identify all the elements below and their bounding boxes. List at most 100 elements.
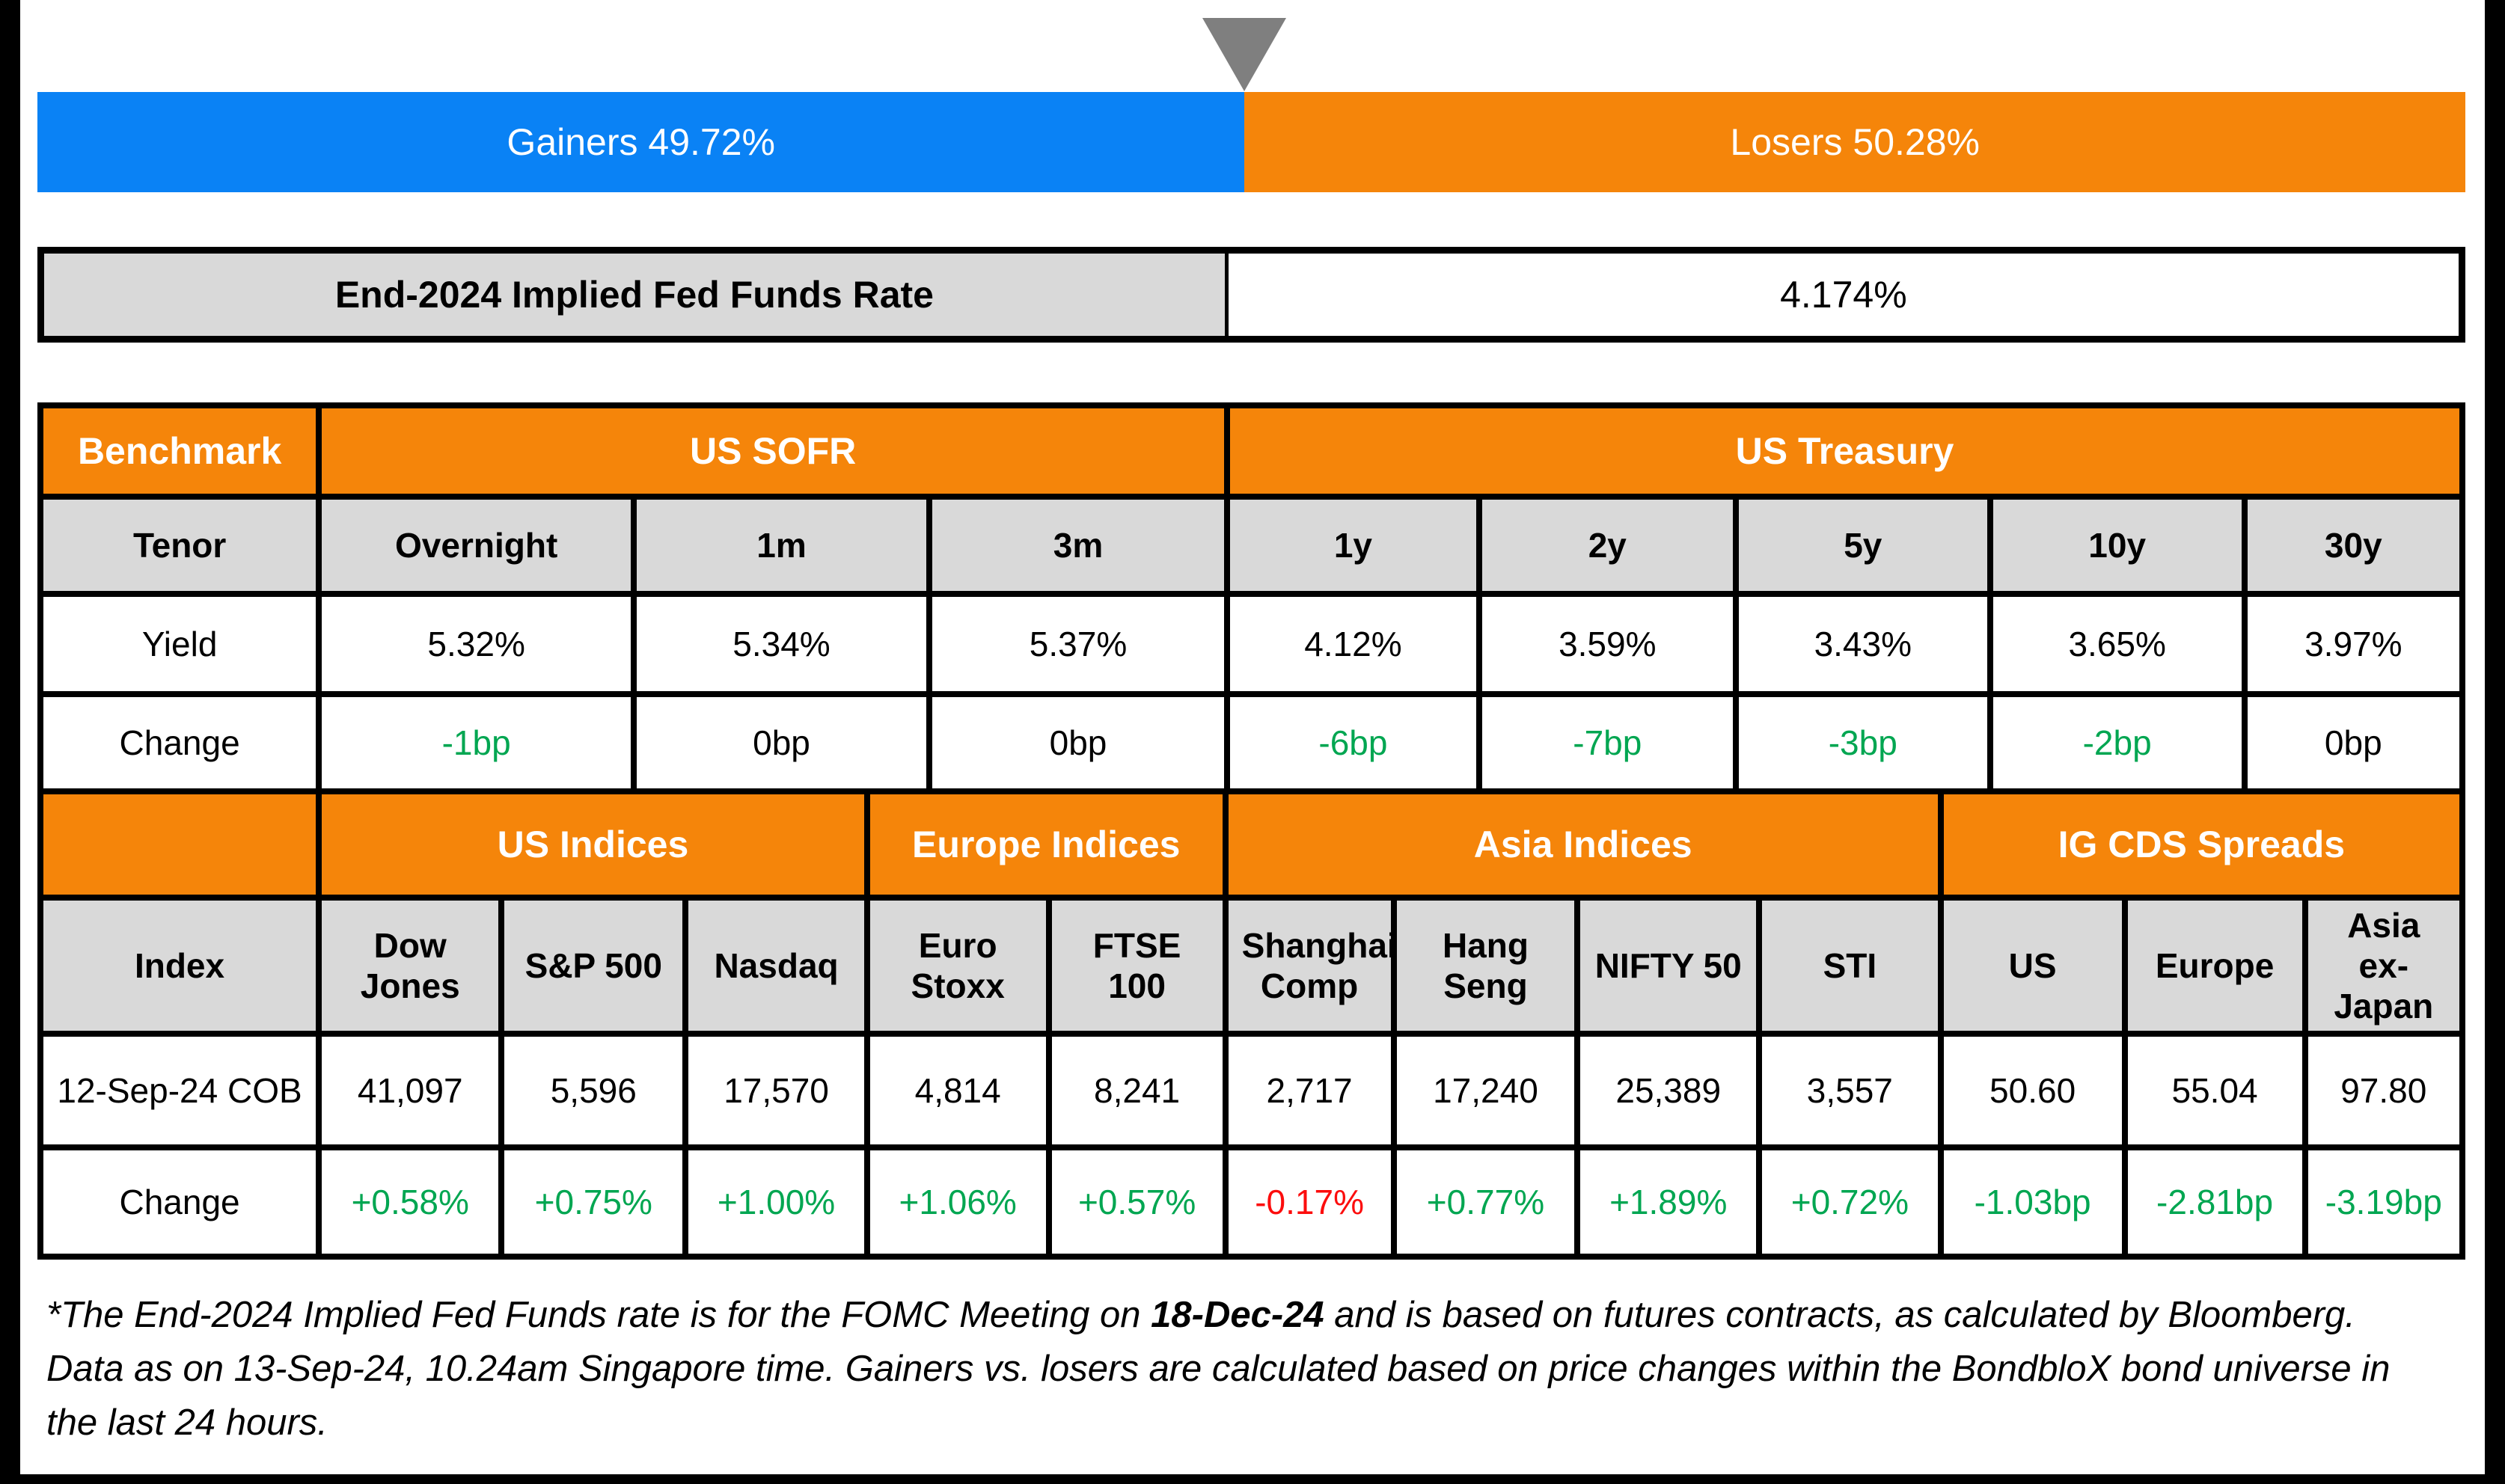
index-row-label: Index [37, 895, 322, 1037]
index-name-cell: Nasdaq [682, 895, 870, 1037]
group-header-us-indices: US Indices [316, 788, 870, 901]
gainers-segment: Gainers 49.72% [37, 92, 1245, 192]
yield-cell: 5.34% [631, 591, 932, 697]
close-value-cell: 97.80 [2301, 1031, 2466, 1150]
change-cell: -0.17% [1222, 1144, 1397, 1260]
footnote-text: *The End-2024 Implied Fed Funds rate is … [46, 1288, 2414, 1450]
yield-cell: 3.65% [1986, 591, 2248, 697]
close-value-cell: 5,596 [498, 1031, 689, 1150]
yield-cell: 3.97% [2241, 591, 2466, 697]
page-border-bottom [0, 1474, 2505, 1484]
indices-corner-cell [37, 788, 322, 901]
change-cell: +0.72% [1756, 1144, 1944, 1260]
tenor-cell: Overnight [316, 494, 637, 597]
yield-row: Yield 5.32% 5.34% 5.37% 4.12% 3.59% 3.43… [37, 591, 2466, 697]
gainers-losers-bar: Gainers 49.72% Losers 50.28% [37, 92, 2465, 192]
close-row-label: 12-Sep-24 COB [37, 1031, 322, 1150]
indices-table: US Indices Europe Indices Asia Indices I… [37, 788, 2466, 1260]
change-cell: -1bp [316, 691, 637, 794]
tenor-cell: 1m [631, 494, 932, 597]
close-value-cell: 41,097 [316, 1031, 505, 1150]
change-cell: -3.19bp [2301, 1144, 2466, 1260]
close-value-cell: 2,717 [1222, 1031, 1397, 1150]
index-name-cell: S&P 500 [498, 895, 689, 1037]
index-name-cell: US [1937, 895, 2128, 1037]
losers-label: Losers 50.28% [1730, 121, 1980, 163]
close-value-row: 12-Sep-24 COB 41,097 5,596 17,570 4,814 … [37, 1031, 2466, 1150]
losers-segment: Losers 50.28% [1244, 92, 2465, 192]
indices-change-row: Change +0.58% +0.75% +1.00% +1.06% +0.57… [37, 1144, 2466, 1260]
index-name-cell: Europe [2121, 895, 2308, 1037]
close-value-cell: 55.04 [2121, 1031, 2308, 1150]
yield-cell: 3.43% [1732, 591, 1993, 697]
tenor-cell: 10y [1986, 494, 2248, 597]
group-header-asia-indices: Asia Indices [1222, 788, 1944, 901]
split-pointer-triangle-icon [1202, 18, 1287, 91]
change-cell: +0.58% [316, 1144, 505, 1260]
change-cell: -1.03bp [1937, 1144, 2128, 1260]
data-tables: Benchmark US SOFR US Treasury Tenor Over… [37, 402, 2466, 1260]
index-name-cell: NIFTY 50 [1574, 895, 1763, 1037]
index-name-cell: Asia ex-Japan [2301, 895, 2466, 1037]
close-value-cell: 17,570 [682, 1031, 870, 1150]
index-name-cell: Dow Jones [316, 895, 505, 1037]
change-cell: -3bp [1732, 691, 1993, 794]
close-value-cell: 50.60 [1937, 1031, 2128, 1150]
change-cell: -2bp [1986, 691, 2248, 794]
change-cell: +1.06% [863, 1144, 1052, 1260]
indices-header-row: US Indices Europe Indices Asia Indices I… [37, 788, 2466, 901]
index-name-cell: STI [1756, 895, 1944, 1037]
fed-funds-strip: End-2024 Implied Fed Funds Rate 4.174% [37, 247, 2465, 343]
change-row-label: Change [37, 691, 322, 794]
group-header-ig-cds-spreads: IG CDS Spreads [1937, 788, 2466, 901]
change-cell: +1.89% [1574, 1144, 1763, 1260]
footnote-part1: *The End-2024 Implied Fed Funds rate is … [46, 1295, 1151, 1335]
close-value-cell: 4,814 [863, 1031, 1052, 1150]
page-border-left [0, 0, 20, 1484]
tenor-cell: 2y [1475, 494, 1739, 597]
gainers-label: Gainers 49.72% [507, 121, 775, 163]
tenor-cell: 3m [926, 494, 1231, 597]
tenor-cell: 5y [1732, 494, 1993, 597]
group-header-us-sofr: US SOFR [316, 402, 1231, 500]
index-name-cell: Shanghai Comp [1222, 895, 1397, 1037]
change-cell: 0bp [2241, 691, 2466, 794]
yield-cell: 3.59% [1475, 591, 1739, 697]
change-cell: 0bp [926, 691, 1231, 794]
index-name-cell: Hang Seng [1390, 895, 1581, 1037]
benchmark-table: Benchmark US SOFR US Treasury Tenor Over… [37, 402, 2466, 794]
tenor-cell: 1y [1224, 494, 1482, 597]
tenor-row-label: Tenor [37, 494, 322, 597]
group-header-europe-indices: Europe Indices [863, 788, 1229, 901]
change-row-label: Change [37, 1144, 322, 1260]
index-name-cell: FTSE 100 [1045, 895, 1229, 1037]
close-value-cell: 17,240 [1390, 1031, 1581, 1150]
close-value-cell: 25,389 [1574, 1031, 1763, 1150]
change-cell: +1.00% [682, 1144, 870, 1260]
index-name-cell: Euro Stoxx [863, 895, 1052, 1037]
change-cell: +0.75% [498, 1144, 689, 1260]
group-header-us-treasury: US Treasury [1224, 402, 2465, 500]
tenor-cell: 30y [2241, 494, 2466, 597]
fed-funds-value: 4.174% [1228, 254, 2459, 336]
yield-cell: 5.37% [926, 591, 1231, 697]
benchmark-change-row: Change -1bp 0bp 0bp -6bp -7bp -3bp -2bp … [37, 691, 2466, 794]
change-cell: 0bp [631, 691, 932, 794]
yield-row-label: Yield [37, 591, 322, 697]
benchmark-header-row: Benchmark US SOFR US Treasury [37, 402, 2465, 500]
content-area: Gainers 49.72% Losers 50.28% End-2024 Im… [37, 0, 2466, 1484]
page-border-right [2485, 0, 2505, 1484]
change-cell: -2.81bp [2121, 1144, 2308, 1260]
change-cell: -7bp [1475, 691, 1739, 794]
footnote-part2: and is based on futures contracts, as ca… [46, 1295, 2391, 1443]
footnote-fomc-date: 18-Dec-24 [1151, 1295, 1324, 1335]
change-cell: +0.77% [1390, 1144, 1581, 1260]
benchmark-corner-cell: Benchmark [37, 402, 322, 500]
fed-funds-label: End-2024 Implied Fed Funds Rate [44, 254, 1229, 336]
index-name-row: Index Dow Jones S&P 500 Nasdaq Euro Stox… [37, 895, 2466, 1037]
yield-cell: 5.32% [316, 591, 637, 697]
change-cell: -6bp [1224, 691, 1482, 794]
change-cell: +0.57% [1045, 1144, 1229, 1260]
yield-cell: 4.12% [1224, 591, 1482, 697]
